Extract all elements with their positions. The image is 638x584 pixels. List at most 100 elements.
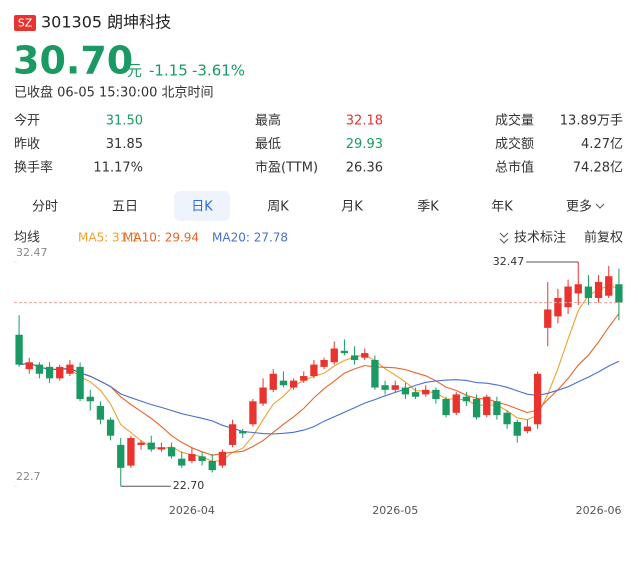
status: 已收盘 06-05 15:30:00 北京时间 [14,85,214,101]
candle-body [554,298,562,317]
tab[interactable]: 分时 [32,200,58,215]
candle-body [228,424,237,445]
candle-body [442,399,450,416]
candle-body [56,366,64,379]
unit: 元 [127,62,142,80]
candle-body [269,373,277,390]
y-tick-label: 22.7 [16,470,41,483]
candle-body [350,355,359,360]
tab[interactable]: 日K [191,200,213,215]
candle-body [106,419,115,436]
high-annotation: 32.47 [493,255,525,268]
candle-body [432,389,440,400]
ma-title: 均线 [14,231,40,246]
stat-label: 市盈(TTM) [255,160,318,176]
candle-body [513,421,521,436]
stat-value: 74.28亿 [573,161,623,176]
change: -1.15 [149,62,188,80]
candle-body [96,405,105,420]
candle-body [544,309,552,328]
ma-line [19,313,620,456]
candle-body [300,376,308,381]
tab[interactable]: 五日 [112,200,138,215]
stat-value: 26.36 [346,161,383,176]
tab[interactable]: 年K [491,200,513,215]
stat-value: 11.17% [93,161,143,176]
candle-body [35,364,44,374]
candle-body [117,444,125,468]
candle-body [462,396,471,402]
candle-body [25,362,33,370]
stat-value: 29.93 [346,137,383,152]
stat-label: 最低 [255,137,281,152]
candle-body [178,458,186,466]
tab[interactable]: 月K [341,200,363,215]
candle-body [76,366,84,400]
candle-body [127,438,135,466]
candle-body [279,380,288,386]
candle-body [422,389,430,395]
candle-body [483,396,491,416]
candle-body [289,380,298,388]
market: SZ [18,17,33,30]
ma-line [19,284,620,462]
stat-value: 32.18 [346,114,383,129]
candle-body [157,447,166,450]
candle-body [401,387,410,395]
candle-body [452,394,460,413]
candle-body [594,281,603,299]
stat-value: 4.27亿 [581,137,623,152]
x-tick-label: 2026-04 [169,504,215,517]
candle-body [208,460,216,471]
candle-body [615,284,623,303]
candle-body [259,387,267,404]
market-badge [14,15,36,31]
tab[interactable]: 季K [417,200,439,215]
candle-body [330,348,338,363]
stat-value: 13.89万手 [560,114,623,129]
stat-label: 成交额 [495,136,534,152]
stat-label: 最高 [255,113,281,129]
tab-highlight [174,191,230,221]
candle-body [15,334,23,365]
candle-body [45,366,54,379]
x-tick-label: 2026-06 [576,504,622,517]
tab[interactable]: 周K [267,200,289,215]
stat-value: 31.85 [106,137,143,152]
candle-body [310,364,318,377]
ma-line [19,360,620,435]
ma-legend: MA5: 31.1 [78,231,139,245]
stat-label: 总市值 [495,160,534,176]
candle-body [371,359,379,388]
candle-body [523,426,532,432]
ma-legend: MA20: 27.78 [212,231,288,245]
tool-icon [499,232,509,244]
code-name: 301305 朗坤科技 [41,13,171,32]
candle-body [198,456,206,461]
x-tick-label: 2026-05 [372,504,418,517]
candle-body [86,396,94,402]
candle-body [533,373,542,425]
candle-body [503,412,511,425]
candle-body [391,385,399,390]
candle-body [493,401,501,416]
candle-body [218,451,227,466]
candle-body [381,385,389,390]
candle-body [411,392,420,397]
tool[interactable]: 前复权 [584,230,623,246]
more-arrow[interactable] [595,203,605,209]
candle-body [147,442,155,450]
candle-body [137,442,145,445]
candle-body [66,364,74,374]
candle-body [605,276,613,296]
candle-body [564,286,572,308]
stat-label: 昨收 [14,137,40,152]
tab[interactable]: 更多 [566,199,592,215]
candle-body [239,431,247,434]
candle-body [188,454,196,461]
candle-body [320,359,328,367]
stat-label: 换手率 [14,160,53,176]
tool[interactable]: 技术标注 [514,231,566,246]
